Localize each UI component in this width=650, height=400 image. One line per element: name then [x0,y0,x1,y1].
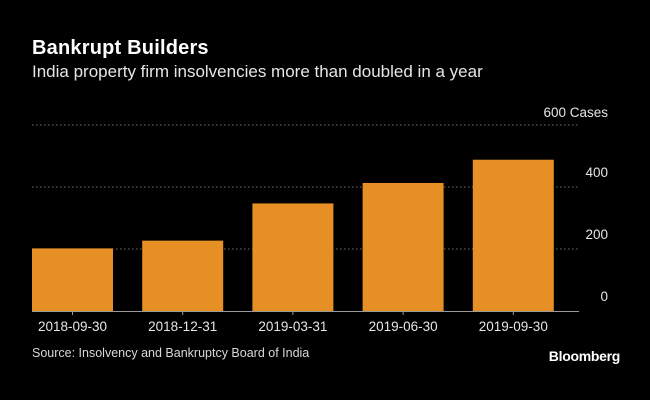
y-tick-label-600: 600 Cases [543,105,608,120]
source-note: Source: Insolvency and Bankruptcy Board … [32,346,310,360]
y-tick-label-0: 0 [600,289,608,304]
bloomberg-logo: Bloomberg [548,348,621,364]
y-tick-label-200: 200 [585,227,608,242]
y-axis-ticks: 0 200 400 600 Cases [543,105,608,304]
y-tick-label-400: 400 [585,165,608,180]
bar-2018-12-31 [142,240,224,311]
x-tick-label-2019-03-31: 2019-03-31 [258,319,327,334]
bars [32,159,554,311]
x-tick-label-2018-09-30: 2018-09-30 [38,319,107,334]
x-tick-label-2019-06-30: 2019-06-30 [369,319,438,334]
chart-subtitle: India property firm insolvencies more th… [32,62,483,81]
x-axis-ticks: 2018-09-30 2018-12-31 2019-03-31 2019-06-30… [38,311,548,334]
bar-2018-09-30 [32,248,113,311]
bar-2019-06-30 [362,182,444,311]
bar-2019-09-30 [472,159,554,311]
bar-2019-03-31 [252,203,334,311]
x-tick-label-2018-12-31: 2018-12-31 [148,319,217,334]
x-tick-label-2019-09-30: 2019-09-30 [479,319,548,334]
chart-title: Bankrupt Builders [32,37,209,59]
